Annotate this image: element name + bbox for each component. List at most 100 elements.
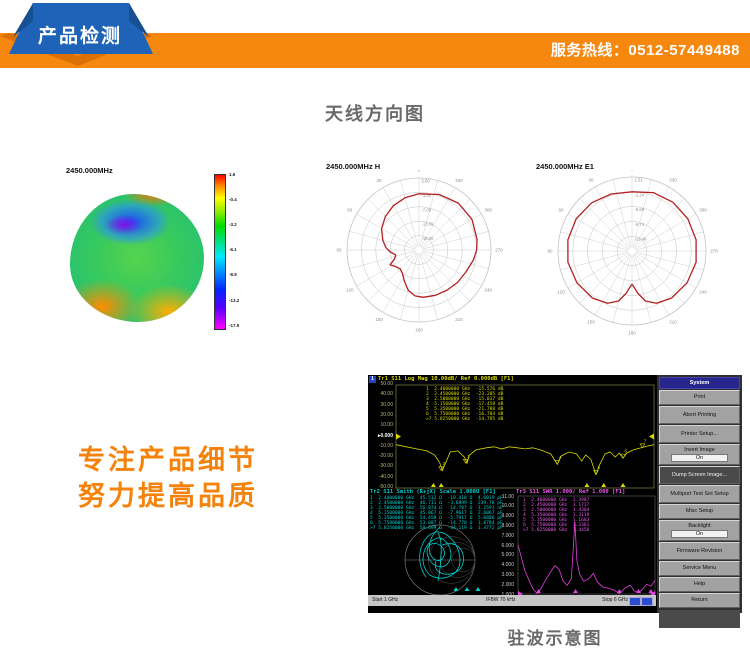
polar-spoke xyxy=(612,254,632,323)
status-indicator-chip-1 xyxy=(629,597,641,606)
tr3-y-label: 1.000 xyxy=(491,592,514,598)
tr1-y-label: 20.00 xyxy=(380,411,393,418)
tr3-y-label: 3.000 xyxy=(501,571,514,578)
tr1-marker-number: 2 xyxy=(443,461,446,466)
softkey-help[interactable]: Help xyxy=(659,577,740,592)
tr3-marker-row: 2 2.4500000 GHz 1.1717 xyxy=(523,503,590,508)
slogan-line-1: 专注产品细节 xyxy=(78,445,258,475)
softkey-abort-printing[interactable]: Abort Printing xyxy=(659,406,740,424)
polar-e1-grid: 0 30 60 90 120 150 180 210 240 270 300 330 1.51 -2.24… xyxy=(547,170,718,336)
polar-h-grid: 0 30 60 90 120 150 180 210 240 270 300 330 5.00 -1.00… xyxy=(336,170,503,333)
tr1-y-label: -40.00 xyxy=(378,473,393,480)
softkey-label: Backlight xyxy=(688,522,711,529)
polar-angle-label: 300 xyxy=(485,208,493,213)
caption-vswr-diagram: 驻波示意图 xyxy=(507,629,603,648)
colorbar-tick-label: -3.2 xyxy=(229,221,237,227)
tr3-y-label: 6.000 xyxy=(501,542,514,549)
polar-ring xyxy=(616,235,648,267)
softkey-label: Service Menu xyxy=(682,565,717,572)
radiation-pattern-blob xyxy=(70,194,204,322)
polar-spoke xyxy=(367,252,417,302)
softkey-state-value: On xyxy=(670,454,729,463)
polar-spoke xyxy=(420,252,456,313)
tr2-marker-row: 3 2.5000000 GHz 56.874 Ω -14.787 Ω 1.159… xyxy=(370,506,503,511)
polar-radial-label: 1.51 xyxy=(635,178,644,183)
softkey-service-menu[interactable]: Service Menu xyxy=(659,561,740,576)
softkey-firmware-revision[interactable]: Firmware Revision xyxy=(659,542,740,560)
tr2-marker-row: 6 5.7500000 GHz 53.087 Ω -14.778 Ω 1.878… xyxy=(370,521,503,526)
tr3-y-label: 11.00 xyxy=(501,493,514,500)
colorbar-tick-label: -6.1 xyxy=(229,247,237,253)
softkey-return[interactable]: Return xyxy=(659,593,740,608)
tr1-marker-triangle xyxy=(462,458,469,464)
tr1-plot-frame xyxy=(395,384,655,489)
polar-trace xyxy=(380,193,478,298)
colorbar-tick-label: -17.5 xyxy=(229,322,240,328)
softkey-invert-image[interactable]: Invert Image On xyxy=(659,444,740,465)
polar-spoke xyxy=(632,254,652,323)
polar-angle-label: 60 xyxy=(558,208,564,213)
tr3-axis-marker xyxy=(636,589,642,593)
polar-radial-label: -2.24 xyxy=(635,192,645,197)
polar-angle-label: 150 xyxy=(587,320,595,325)
polar-angle-label: 30 xyxy=(588,177,594,182)
softkey-printer-setup[interactable]: Printer Setup... xyxy=(659,425,740,443)
vna-status-bar: Start 1 GHz IFBW 70 kHz Stop 6 GHz xyxy=(368,595,656,606)
polar-spoke xyxy=(567,252,629,289)
polar-spoke xyxy=(422,231,489,250)
colorbar-tick-label: -13.2 xyxy=(229,297,240,303)
polar-spoke xyxy=(635,213,697,250)
smith-trace xyxy=(419,526,464,582)
tr1-axis-marker xyxy=(601,483,607,487)
tr1-ref-arrow-left xyxy=(396,433,401,440)
polar-spoke xyxy=(419,253,438,320)
trace1-channel-chip: 1 xyxy=(369,376,376,383)
smith-axis-marker xyxy=(475,587,481,591)
polar-radial-label: -5.99 xyxy=(635,207,645,212)
tab-product-testing[interactable]: 产品检测 xyxy=(37,26,122,47)
polar-spoke xyxy=(419,180,438,247)
smith-reactance-arc-upper xyxy=(439,524,476,561)
polar-plot-h-plane: 2450.000MHz H 0 30 60 90 120 150 180 210 240 270 3… xyxy=(320,158,504,344)
polar-spoke xyxy=(567,213,629,250)
softkey-label: Invert Image xyxy=(684,446,715,453)
tr3-marker-row: 5 5.3500000 GHz 1.1683 xyxy=(523,518,590,523)
polar-spoke xyxy=(356,251,417,287)
softkey-multiport-test-set-setup[interactable]: Multiport Test Set Setup xyxy=(659,485,740,503)
softkey-misc-setup[interactable]: Misc Setup xyxy=(659,504,740,519)
vna-softkey-menu: System Print Abort Printing Printer Setup..… xyxy=(657,375,742,628)
polar-angle-label: 60 xyxy=(347,208,353,213)
polar-spoke xyxy=(367,198,417,248)
tab-left-facet xyxy=(13,3,33,37)
polar-ring xyxy=(404,235,434,265)
polar-radial-label: -19.00 xyxy=(422,236,435,241)
polar-spoke xyxy=(634,198,685,249)
tr2-marker-row: 2 2.4500000 GHz 46.711 Ω -3.6899 Ω 239.7… xyxy=(370,501,503,506)
polar-spoke xyxy=(594,254,631,316)
softkey-print[interactable]: Print xyxy=(659,390,740,405)
status-indicator-chip-2 xyxy=(641,597,653,606)
tr3-y-label: 2.000 xyxy=(501,581,514,588)
tr1-y-label: -50.00 xyxy=(378,484,393,490)
tr3-axis-marker xyxy=(648,589,654,593)
polar-angle-label: 120 xyxy=(557,290,565,295)
polar-angle-label: 270 xyxy=(710,249,718,254)
polar-spoke xyxy=(579,198,630,249)
tr1-marker-row: 1 2.4000000 GHz -15.576 dB xyxy=(426,387,504,392)
tr3-marker-row: >7 5.8250000 GHz 1.4456 xyxy=(523,528,590,533)
trace2-title: Tr2 S11 Smith (R+jX) Scale 1.000U [F1] xyxy=(370,488,496,495)
polar-radial-label: -13.49 xyxy=(635,237,648,242)
polar-angle-label: 0 xyxy=(418,170,421,173)
softkey-dump-screen-image[interactable]: Dump Screen Image... xyxy=(659,466,740,484)
tr2-marker-row: 5 5.3500000 GHz 54.458 Ω -5.7917 Ω 5.680… xyxy=(370,516,503,521)
vna-traces-graphic: 2 3 4 5 6 7 xyxy=(395,384,656,597)
tr1-y-label: 50.00 xyxy=(380,381,393,387)
slogan-line-2: 努力提高品质 xyxy=(78,481,258,511)
tr1-marker-triangle xyxy=(554,460,561,465)
softkey-backlight[interactable]: Backlight On xyxy=(659,520,740,541)
tr1-marker-number: 7 xyxy=(644,438,647,443)
polar-spoke xyxy=(635,231,704,251)
tab-right-facet xyxy=(129,3,149,37)
polar-spoke xyxy=(382,187,418,248)
polar-h-frequency-label: 2450.000MHz H xyxy=(326,162,381,171)
